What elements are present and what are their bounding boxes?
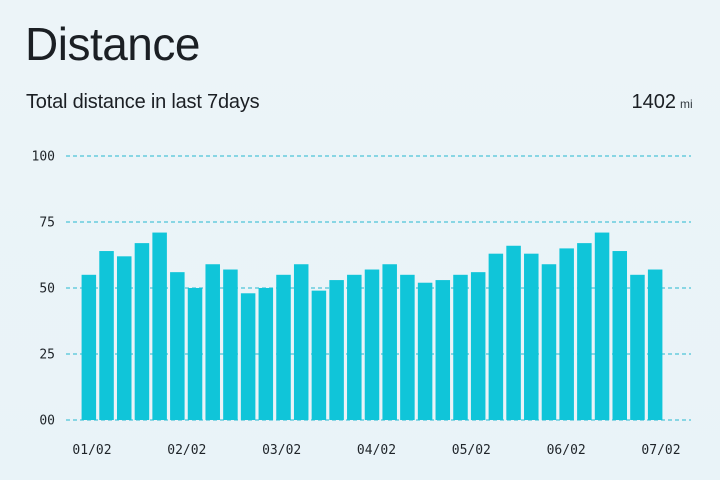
bar	[223, 269, 238, 420]
bar	[134, 243, 150, 420]
bar	[81, 274, 97, 420]
bar	[630, 274, 645, 420]
bar	[99, 251, 114, 420]
bar	[506, 245, 521, 420]
x-tick-label: 05/02	[452, 443, 491, 458]
bar	[311, 290, 327, 420]
total-distance-unit: mi	[680, 97, 693, 111]
bar	[435, 280, 451, 420]
bar	[594, 232, 610, 420]
x-tick-label: 04/02	[357, 443, 396, 458]
bar	[577, 243, 592, 420]
page-title: Distance	[25, 18, 200, 70]
y-tick-label: 100	[32, 150, 55, 165]
y-tick-label: 50	[39, 282, 55, 297]
bar	[276, 274, 291, 420]
bar	[152, 232, 167, 420]
total-distance-value: 1402	[631, 91, 677, 113]
bar	[382, 264, 397, 420]
bar	[116, 256, 132, 420]
bar	[453, 274, 468, 420]
bar	[612, 251, 628, 420]
bar	[258, 288, 274, 420]
bar	[488, 253, 504, 420]
bar	[559, 248, 574, 420]
bar	[541, 264, 557, 420]
bar	[347, 274, 362, 420]
bar	[170, 272, 185, 420]
y-tick-label: 25	[39, 348, 55, 363]
x-tick-label: 01/02	[72, 443, 111, 458]
bar	[240, 293, 256, 420]
bar	[417, 282, 433, 420]
x-tick-label: 03/02	[262, 443, 301, 458]
bar	[647, 269, 663, 420]
y-tick-label: 75	[39, 216, 55, 231]
bar	[205, 264, 220, 420]
bar	[364, 269, 380, 420]
bar	[524, 253, 539, 420]
y-tick-label: 00	[39, 414, 55, 429]
bar	[470, 272, 486, 420]
x-tick-label: 06/02	[547, 443, 586, 458]
x-tick-label: 07/02	[641, 443, 680, 458]
bar	[329, 280, 344, 420]
bar	[400, 274, 415, 420]
x-tick-label: 02/02	[167, 443, 206, 458]
chart-subtitle: Total distance in last 7days	[26, 91, 260, 113]
bar	[293, 264, 309, 420]
bar	[187, 288, 203, 420]
